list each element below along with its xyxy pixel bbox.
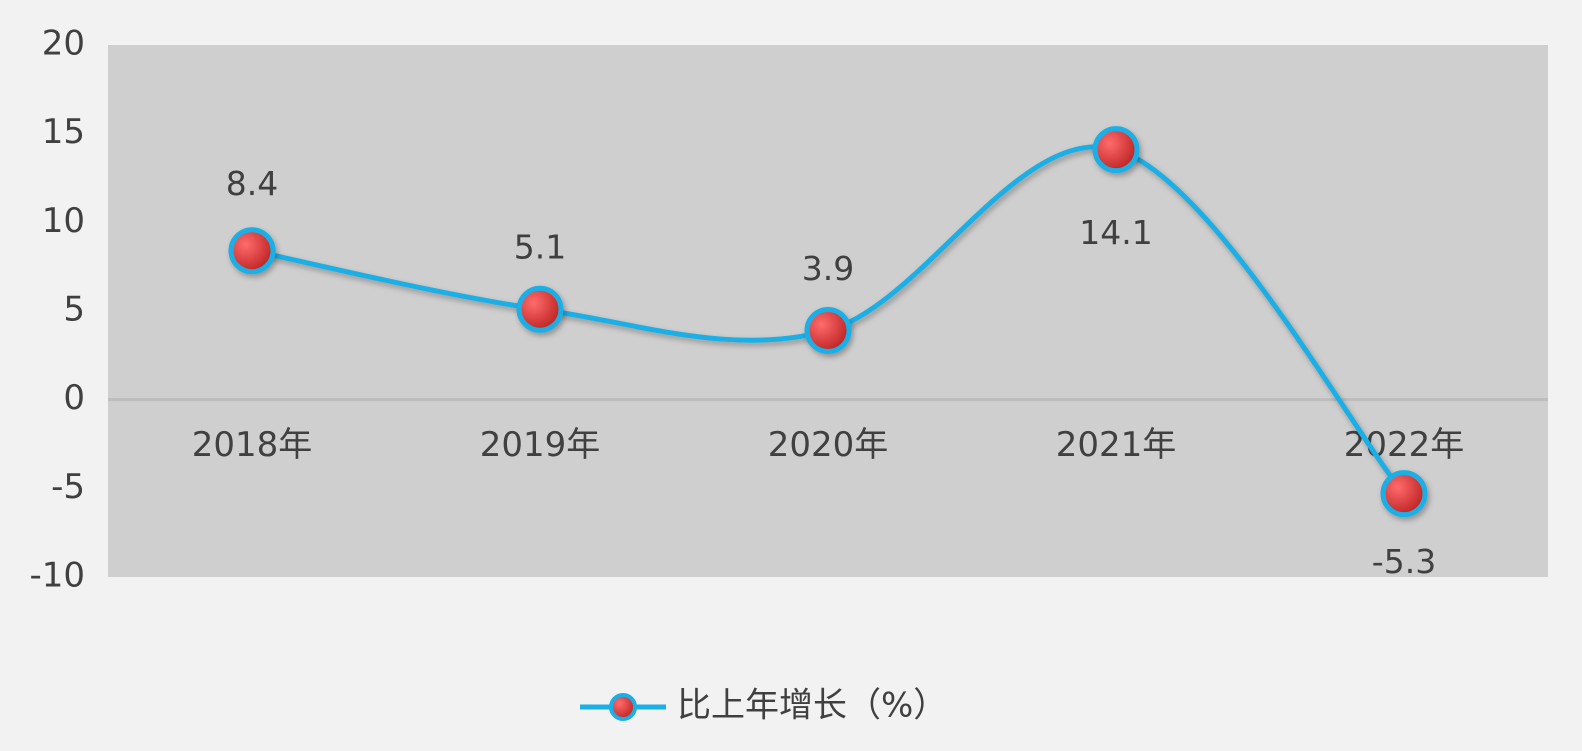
y-tick-label: 10 bbox=[42, 201, 85, 241]
y-tick-label: 15 bbox=[42, 112, 85, 152]
y-tick-label: 0 bbox=[63, 378, 85, 418]
x-tick-label: 2019年 bbox=[480, 425, 601, 465]
data-label: 5.1 bbox=[514, 228, 566, 267]
x-tick-label: 2020年 bbox=[768, 425, 889, 465]
x-tick-label: 2021年 bbox=[1056, 425, 1177, 465]
data-label: 3.9 bbox=[802, 249, 854, 288]
marker bbox=[1092, 126, 1140, 174]
x-tick-label: 2018年 bbox=[192, 425, 313, 465]
legend-marker bbox=[609, 693, 637, 721]
y-tick-label: -5 bbox=[51, 467, 85, 507]
y-tick-label: 5 bbox=[63, 290, 85, 330]
marker bbox=[516, 285, 564, 333]
marker bbox=[228, 227, 276, 275]
y-tick-label: -10 bbox=[29, 556, 85, 596]
data-label: 14.1 bbox=[1079, 213, 1152, 252]
data-label: -5.3 bbox=[1372, 542, 1436, 581]
marker bbox=[804, 307, 852, 355]
y-tick-label: 20 bbox=[42, 24, 85, 64]
marker bbox=[1380, 470, 1428, 518]
x-tick-label: 2022年 bbox=[1344, 425, 1465, 465]
data-label: 8.4 bbox=[226, 164, 278, 203]
series-line bbox=[251, 144, 1406, 496]
legend-label: 比上年增长（%） bbox=[677, 686, 947, 726]
